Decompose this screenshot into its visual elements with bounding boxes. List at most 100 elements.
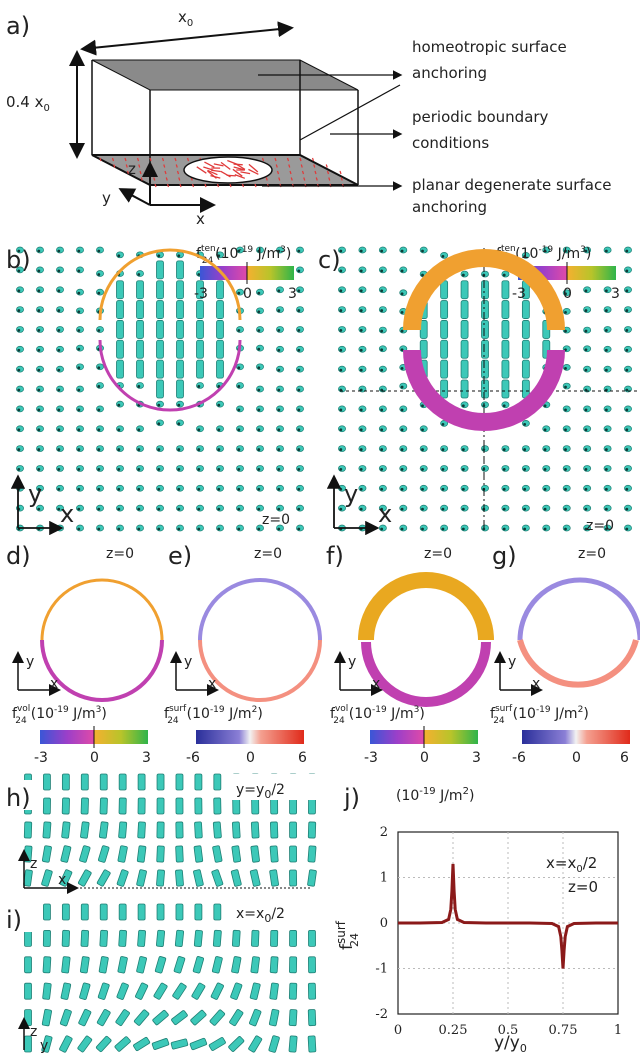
director-dot xyxy=(176,420,183,426)
schematic-z-label: z xyxy=(128,160,136,178)
director-dot-shade xyxy=(625,389,628,392)
director-dot xyxy=(624,505,631,511)
panel-label-c: c) xyxy=(318,246,341,274)
director-rod xyxy=(99,822,108,839)
director-dot xyxy=(16,386,23,392)
director-dot-shade xyxy=(177,468,180,471)
director-dot-shade xyxy=(137,488,140,491)
director-dot-shade xyxy=(117,254,120,257)
director-dot-shade xyxy=(117,468,120,471)
director-dot-shade xyxy=(380,289,383,292)
director-dot xyxy=(116,426,123,432)
director-dot-shade xyxy=(339,508,342,511)
director-dot xyxy=(96,326,103,332)
director-dot-shade xyxy=(442,468,445,471)
director-dot xyxy=(604,426,611,432)
director-dot xyxy=(400,426,407,432)
colorbar-vol-d-tick-mid: 0 xyxy=(90,750,99,766)
director-rod xyxy=(229,1009,243,1026)
director-dot xyxy=(604,505,611,511)
director-dot-shade xyxy=(564,367,567,370)
director-dot xyxy=(461,485,468,491)
director-dot-shade xyxy=(380,468,383,471)
director-dot xyxy=(400,465,407,471)
director-dot-shade xyxy=(380,528,383,531)
director-dot xyxy=(379,485,386,491)
director-dot-shade xyxy=(77,389,80,392)
director-dot-shade xyxy=(360,508,363,511)
director-dot xyxy=(481,525,488,531)
director-dot-shade xyxy=(37,468,40,471)
director-rod xyxy=(100,798,108,814)
director-dot-shade xyxy=(197,448,200,451)
director-dot-shade xyxy=(177,448,180,451)
director-dot xyxy=(216,485,223,491)
panel-label-f: f) xyxy=(326,542,344,570)
director-dot-shade xyxy=(197,508,200,511)
director-dot xyxy=(400,485,407,491)
director-dot-shade xyxy=(339,408,342,411)
director-dot-shade xyxy=(177,528,180,531)
director-dot xyxy=(276,465,283,471)
director-dot xyxy=(461,271,468,277)
director-rod xyxy=(100,930,108,946)
annotation-homeotropic-2: anchoring xyxy=(412,64,487,82)
director-dot-shade xyxy=(544,488,547,491)
director-rod xyxy=(99,956,109,973)
director-dot xyxy=(379,287,386,293)
director-dot-shade xyxy=(157,468,160,471)
director-rod xyxy=(171,1039,188,1050)
director-rod xyxy=(157,281,164,299)
director-dot xyxy=(256,386,263,392)
director-rod xyxy=(461,281,468,299)
chart-x-tick: 0.75 xyxy=(549,1023,578,1038)
director-dot-shade xyxy=(503,448,506,451)
director-dot xyxy=(461,446,468,452)
director-rod xyxy=(177,320,184,338)
director-dot-shade xyxy=(37,428,40,431)
director-dot-shade xyxy=(421,404,424,407)
director-rod xyxy=(24,822,32,838)
director-dot-shade xyxy=(97,408,100,411)
director-dot xyxy=(236,406,243,412)
director-dot-shade xyxy=(421,468,424,471)
director-dot-shade xyxy=(17,389,20,392)
director-dot xyxy=(276,426,283,432)
director-dot-shade xyxy=(564,508,567,511)
director-rod xyxy=(79,845,90,862)
director-dot xyxy=(543,465,550,471)
director-dot-shade xyxy=(401,448,404,451)
director-rod xyxy=(231,869,242,886)
director-rod xyxy=(441,281,448,299)
axis-y-label-e: y xyxy=(184,654,192,670)
chart-x-tick: 1 xyxy=(614,1023,622,1038)
director-dot-shade xyxy=(442,528,445,531)
director-dot-shade xyxy=(605,488,608,491)
director-rod xyxy=(194,846,203,863)
director-dot-shade xyxy=(462,448,465,451)
director-dot-shade xyxy=(421,448,424,451)
director-dot xyxy=(276,505,283,511)
director-rod xyxy=(482,320,489,338)
director-dot xyxy=(36,406,43,412)
director-dot xyxy=(16,346,23,352)
director-dot xyxy=(56,426,63,432)
director-rod xyxy=(100,904,107,920)
director-rod xyxy=(136,956,147,973)
director-rod xyxy=(78,1009,91,1026)
director-dot-shade xyxy=(339,289,342,292)
director-dot xyxy=(216,505,223,511)
director-rod xyxy=(41,869,52,886)
director-dot xyxy=(359,267,366,273)
director-rod xyxy=(137,360,144,378)
director-dot-shade xyxy=(625,289,628,292)
director-dot-shade xyxy=(57,329,60,332)
director-dot-shade xyxy=(37,349,40,352)
director-dot xyxy=(76,326,83,332)
director-dot-shade xyxy=(401,250,404,253)
director-dot-shade xyxy=(77,408,80,411)
director-rod xyxy=(25,957,32,973)
chart-y-tick: -2 xyxy=(375,1007,388,1022)
